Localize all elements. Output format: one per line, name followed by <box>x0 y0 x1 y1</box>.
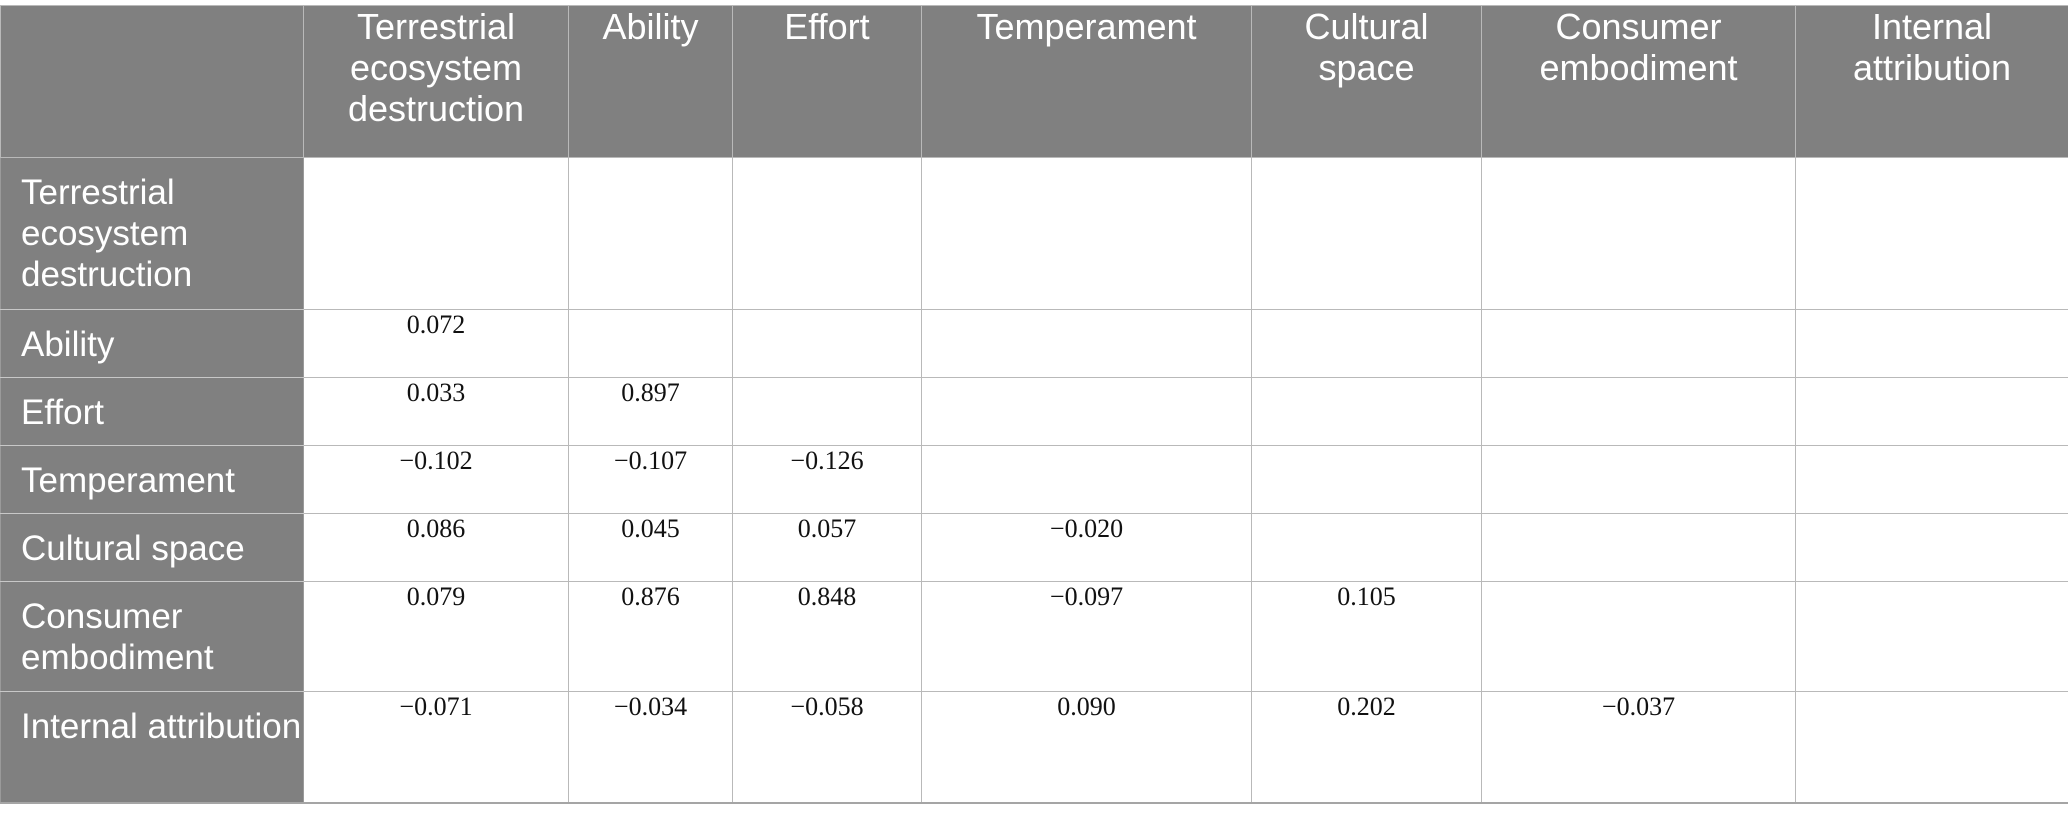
table-cell: 0.105 <box>1251 581 1482 692</box>
table-cell: 0.202 <box>1251 691 1482 804</box>
table-cell <box>1481 513 1796 582</box>
table-cell <box>1795 309 2068 378</box>
table-cell <box>1251 445 1482 514</box>
col-header-consumer-embodiment: Consumer embodiment <box>1481 5 1796 158</box>
table-cell: 0.876 <box>568 581 733 692</box>
table-row: Ability 0.072 <box>0 309 2068 378</box>
table-cell: −0.020 <box>921 513 1252 582</box>
table-row: Effort 0.033 0.897 <box>0 377 2068 446</box>
table-cell <box>732 377 922 446</box>
table-cell: 0.045 <box>568 513 733 582</box>
table-cell: 0.079 <box>303 581 569 692</box>
table-cell <box>921 157 1252 310</box>
table-cell: 0.033 <box>303 377 569 446</box>
table-cell: 0.897 <box>568 377 733 446</box>
col-header-cultural-space: Cultural space <box>1251 5 1482 158</box>
row-header-consumer-embodiment: Consumer embodiment <box>0 581 304 692</box>
table-cell <box>568 309 733 378</box>
table-cell <box>1795 581 2068 692</box>
table-cell <box>1795 445 2068 514</box>
row-header-internal-attribution: Internal attribution <box>0 691 304 804</box>
table-cell <box>1251 513 1482 582</box>
table-cell <box>921 445 1252 514</box>
table-cell <box>1795 377 2068 446</box>
header-row: Terrestrial ecosystem destruction Abilit… <box>0 5 2068 158</box>
table-body: Terrestrial ecosystem destruction Abilit… <box>0 157 2068 804</box>
row-header-effort: Effort <box>0 377 304 446</box>
row-header-terrestrial-ecosystem-destruction: Terrestrial ecosystem destruction <box>0 157 304 310</box>
table-cell <box>732 157 922 310</box>
col-header-terrestrial-ecosystem-destruction: Terrestrial ecosystem destruction <box>303 5 569 158</box>
table-cell <box>1795 691 2068 804</box>
table-cell: 0.848 <box>732 581 922 692</box>
table-cell <box>1481 377 1796 446</box>
table-cell <box>1795 157 2068 310</box>
table-cell: 0.090 <box>921 691 1252 804</box>
table-cell: −0.071 <box>303 691 569 804</box>
table-cell <box>1251 377 1482 446</box>
table-cell <box>1481 445 1796 514</box>
table-cell: −0.037 <box>1481 691 1796 804</box>
row-header-cultural-space: Cultural space <box>0 513 304 582</box>
table-cell: −0.034 <box>568 691 733 804</box>
table-cell <box>921 377 1252 446</box>
table-cell: −0.097 <box>921 581 1252 692</box>
table-cell: −0.102 <box>303 445 569 514</box>
table-row: Terrestrial ecosystem destruction <box>0 157 2068 310</box>
table-cell: 0.057 <box>732 513 922 582</box>
row-header-temperament: Temperament <box>0 445 304 514</box>
col-header-ability: Ability <box>568 5 733 158</box>
table-cell: −0.107 <box>568 445 733 514</box>
table-row: Internal attribution −0.071 −0.034 −0.05… <box>0 691 2068 804</box>
table-header: Terrestrial ecosystem destruction Abilit… <box>0 5 2068 158</box>
table-cell <box>732 309 922 378</box>
row-header-ability: Ability <box>0 309 304 378</box>
table-cell <box>1481 581 1796 692</box>
table-cell <box>1251 157 1482 310</box>
table-cell: −0.058 <box>732 691 922 804</box>
col-header-internal-attribution: Internal attribution <box>1795 5 2068 158</box>
col-header-effort: Effort <box>732 5 922 158</box>
table-row: Cultural space 0.086 0.045 0.057 −0.020 <box>0 513 2068 582</box>
table-cell <box>921 309 1252 378</box>
table-cell <box>1795 513 2068 582</box>
table-cell <box>1251 309 1482 378</box>
table-cell: 0.072 <box>303 309 569 378</box>
table-row: Consumer embodiment 0.079 0.876 0.848 −0… <box>0 581 2068 692</box>
table-cell <box>1481 157 1796 310</box>
table-cell: −0.126 <box>732 445 922 514</box>
table-cell <box>1481 309 1796 378</box>
table-cell: 0.086 <box>303 513 569 582</box>
correlation-table: Terrestrial ecosystem destruction Abilit… <box>0 5 2068 804</box>
header-corner <box>0 5 304 158</box>
table-row: Temperament −0.102 −0.107 −0.126 <box>0 445 2068 514</box>
col-header-temperament: Temperament <box>921 5 1252 158</box>
table-cell <box>568 157 733 310</box>
table-cell <box>303 157 569 310</box>
